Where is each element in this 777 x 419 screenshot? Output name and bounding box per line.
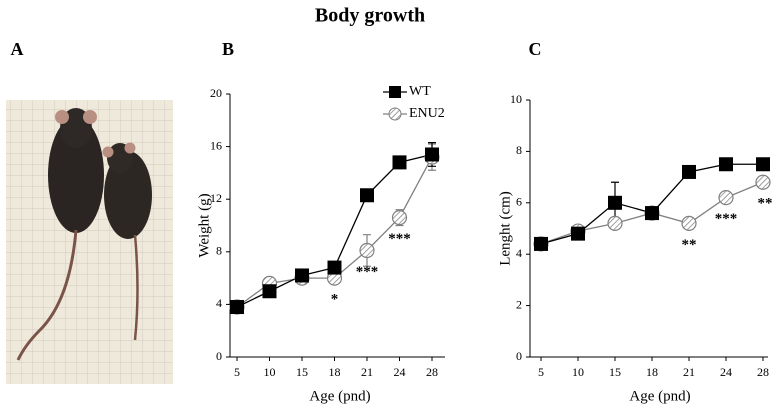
x-tick-label: 24 (720, 365, 732, 379)
data-point (756, 157, 770, 172)
x-tick-label: 5 (538, 365, 544, 379)
y-tick-label: 10 (510, 92, 522, 106)
y-tick-label: 6 (516, 195, 522, 209)
y-tick-label: 4 (216, 296, 222, 310)
y-tick-label: 12 (210, 191, 222, 205)
x-tick-label: 15 (609, 365, 621, 379)
data-point (391, 210, 408, 226)
x-tick-label: 15 (296, 365, 308, 379)
data-point (360, 188, 374, 203)
data-point (359, 242, 375, 259)
data-point (682, 164, 696, 179)
panel-label: A (11, 39, 24, 59)
x-tick-label: 28 (426, 365, 438, 379)
significance-label: *** (356, 264, 379, 280)
x-axis-label: Age (pnd) (309, 388, 370, 404)
data-point (295, 268, 309, 283)
y-tick-label: 16 (210, 138, 222, 152)
x-tick-label: 28 (757, 365, 769, 379)
panel-label: B (222, 39, 234, 59)
data-point (262, 284, 277, 299)
legend-marker (388, 107, 402, 121)
data-point (608, 195, 622, 210)
data-point (392, 155, 407, 170)
y-tick-label: 0 (516, 349, 522, 363)
data-point (571, 226, 585, 241)
x-tick-label: 18 (329, 365, 341, 379)
panel-label: C (529, 39, 542, 59)
figure-title: Body growth (315, 5, 425, 27)
significance-label: * (331, 292, 339, 308)
significance-label: *** (388, 231, 411, 247)
data-point (230, 300, 244, 315)
x-tick-label: 5 (234, 365, 240, 379)
y-tick-label: 8 (516, 143, 522, 157)
y-tick-label: 8 (216, 244, 222, 258)
significance-label: ** (758, 196, 773, 212)
y-tick-label: 4 (516, 246, 522, 260)
data-point (607, 215, 623, 231)
significance-label: *** (715, 211, 738, 227)
x-tick-label: 10 (572, 365, 584, 379)
y-tick-label: 2 (516, 297, 522, 311)
data-point (645, 206, 659, 221)
legend-marker (389, 86, 401, 98)
y-axis-label: Lenght (cm) (497, 191, 513, 266)
x-tick-label: 21 (361, 365, 373, 379)
x-tick-label: 18 (646, 365, 658, 379)
mouse-photo (6, 100, 173, 384)
y-axis-label: Weight (g) (196, 193, 212, 257)
data-point (327, 260, 342, 275)
x-tick-label: 24 (394, 365, 406, 379)
x-tick-label: 10 (264, 365, 276, 379)
y-tick-label: 20 (210, 86, 222, 100)
data-point (719, 157, 733, 172)
data-point (681, 215, 697, 231)
y-tick-label: 0 (216, 349, 222, 363)
data-point (425, 147, 439, 162)
data-point (718, 190, 734, 206)
data-point (755, 174, 771, 190)
legend-label: ENU2 (409, 106, 445, 121)
data-point (534, 236, 548, 251)
x-tick-label: 21 (683, 365, 695, 379)
legend-label: WT (409, 84, 431, 99)
x-axis-label: Age (pnd) (629, 388, 690, 404)
significance-label: ** (682, 237, 697, 253)
